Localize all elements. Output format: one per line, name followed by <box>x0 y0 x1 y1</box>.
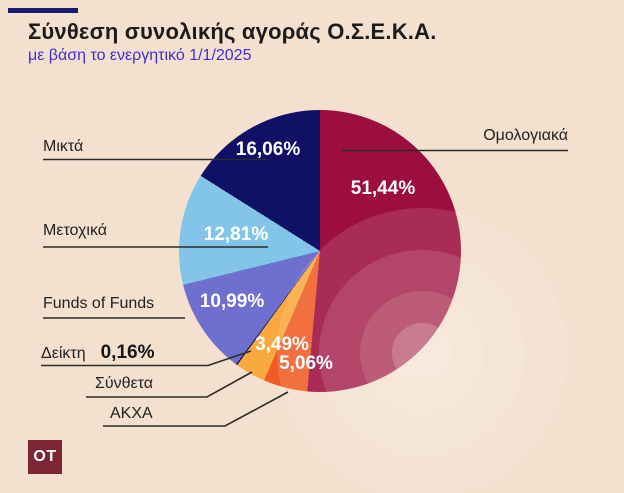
slice-label-metoxika: Μετοχικά <box>43 222 108 239</box>
slice-label-syntheta: Σύνθετα <box>95 375 154 392</box>
slice-label-akxa: ΑΚΧΑ <box>110 405 153 422</box>
slice-label-funds-of-funds: Funds of Funds <box>43 295 155 312</box>
ot-logo: OT <box>28 440 62 474</box>
pie-chart <box>179 110 461 392</box>
slice-label-deikti-text: Δείκτη <box>41 345 86 362</box>
slice-value-funds-of-funds: 10,99% <box>199 291 265 312</box>
leader-line-akxa <box>103 391 289 427</box>
leader-line-deikti <box>41 350 252 367</box>
slice-label-mikta: Μικτά <box>43 138 84 155</box>
leader-line-syntheta <box>86 371 253 398</box>
page-subtitle: με βάση το ενεργητικό 1/1/2025 <box>28 47 252 64</box>
slice-value-metoxika: 12,81% <box>203 224 269 245</box>
slice-label-deikti: Δείκτη 0,16% <box>41 342 154 364</box>
slice-label-omologiaka: Ομολογιακά <box>483 127 568 144</box>
slice-value-syntheta: 3,49% <box>255 334 309 355</box>
slice-value-omologiaka: 51,44% <box>350 178 416 199</box>
page-title: Σύνθεση συνολικής αγοράς Ο.Σ.Ε.Κ.Α. <box>28 19 437 44</box>
slice-value-mikta: 16,06% <box>235 139 301 160</box>
slice-value-deikti: 0,16% <box>100 342 155 363</box>
accent-bar <box>8 8 78 13</box>
slice-value-akxa: 5,06% <box>279 353 333 374</box>
